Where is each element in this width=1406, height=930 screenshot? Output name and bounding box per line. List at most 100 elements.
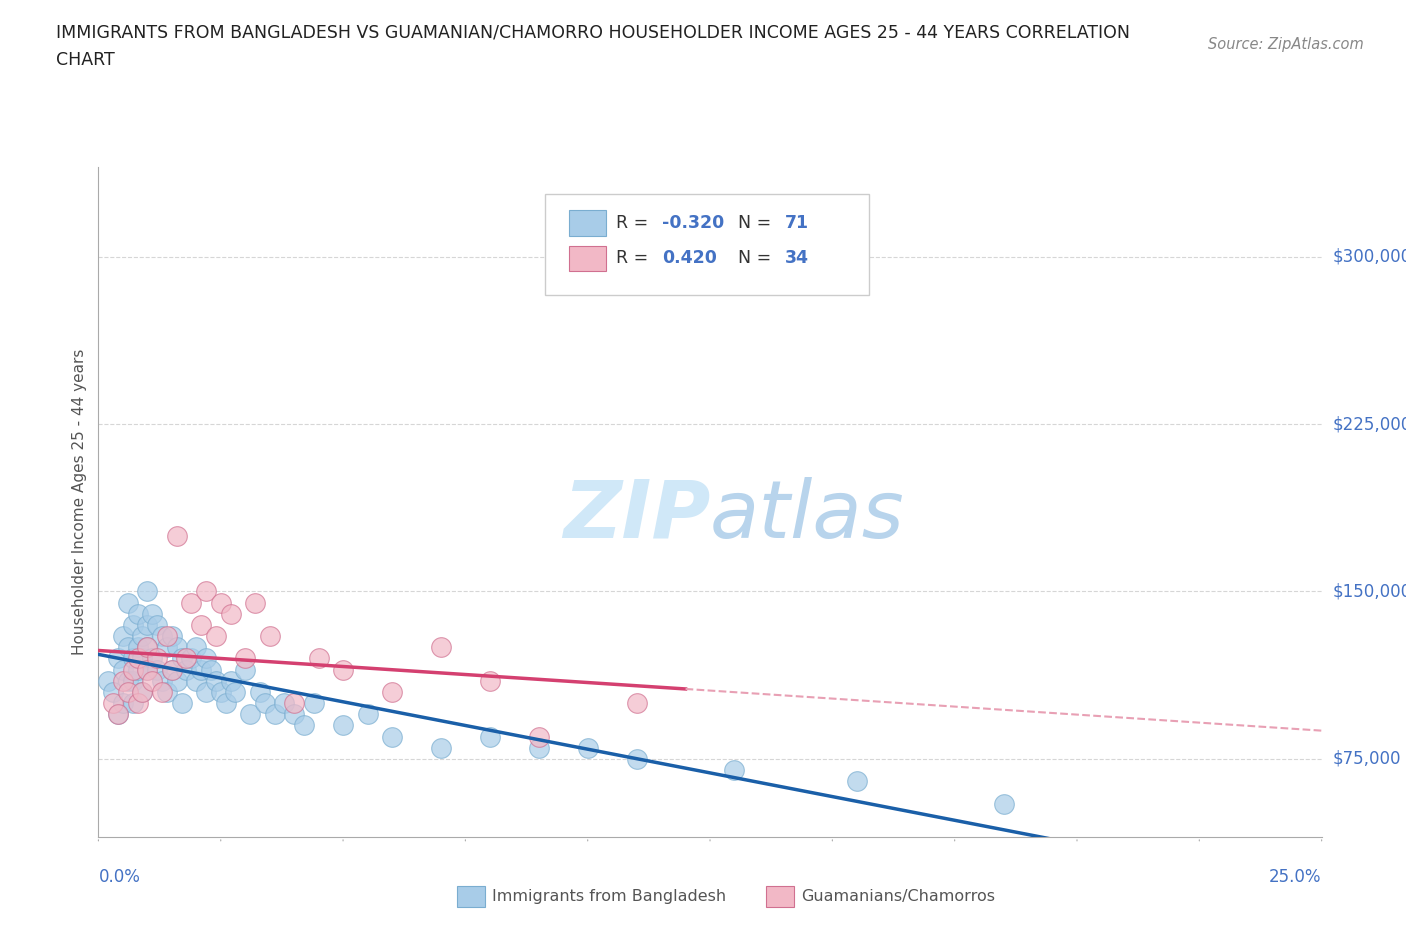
- Immigrants from Bangladesh: [121, 673, 143, 688]
- Immigrants from Bangladesh: [626, 751, 648, 766]
- Immigrants from Bangladesh: [186, 673, 208, 688]
- Immigrants from Bangladesh: [111, 629, 134, 644]
- Guamanians/Chamorros: [141, 673, 163, 688]
- Immigrants from Bangladesh: [146, 662, 169, 677]
- Guamanians/Chamorros: [166, 528, 188, 543]
- Immigrants from Bangladesh: [176, 662, 198, 677]
- Text: N =: N =: [738, 249, 778, 268]
- Immigrants from Bangladesh: [180, 651, 202, 666]
- Guamanians/Chamorros: [219, 606, 242, 621]
- Text: Source: ZipAtlas.com: Source: ZipAtlas.com: [1208, 37, 1364, 52]
- Guamanians/Chamorros: [146, 651, 169, 666]
- Guamanians/Chamorros: [190, 618, 212, 632]
- Immigrants from Bangladesh: [136, 662, 159, 677]
- Text: R =: R =: [616, 249, 654, 268]
- Immigrants from Bangladesh: [131, 684, 153, 699]
- Immigrants from Bangladesh: [224, 684, 246, 699]
- FancyBboxPatch shape: [569, 246, 606, 272]
- Immigrants from Bangladesh: [141, 606, 163, 621]
- Immigrants from Bangladesh: [101, 684, 124, 699]
- Immigrants from Bangladesh: [205, 673, 228, 688]
- Immigrants from Bangladesh: [146, 618, 169, 632]
- Immigrants from Bangladesh: [156, 684, 179, 699]
- Guamanians/Chamorros: [150, 684, 173, 699]
- Guamanians/Chamorros: [205, 629, 228, 644]
- Text: 34: 34: [785, 249, 808, 268]
- Text: 71: 71: [785, 214, 808, 232]
- Immigrants from Bangladesh: [117, 595, 139, 610]
- Guamanians/Chamorros: [127, 696, 149, 711]
- Immigrants from Bangladesh: [292, 718, 315, 733]
- Text: CHART: CHART: [56, 51, 115, 69]
- Guamanians/Chamorros: [527, 729, 550, 744]
- Immigrants from Bangladesh: [249, 684, 271, 699]
- Immigrants from Bangladesh: [239, 707, 262, 722]
- Guamanians/Chamorros: [111, 673, 134, 688]
- Immigrants from Bangladesh: [107, 651, 129, 666]
- Immigrants from Bangladesh: [332, 718, 354, 733]
- Text: $150,000: $150,000: [1333, 582, 1406, 601]
- Immigrants from Bangladesh: [121, 696, 143, 711]
- Immigrants from Bangladesh: [219, 673, 242, 688]
- Text: Guamanians/Chamorros: Guamanians/Chamorros: [801, 889, 995, 904]
- Immigrants from Bangladesh: [170, 696, 193, 711]
- Guamanians/Chamorros: [233, 651, 256, 666]
- Guamanians/Chamorros: [136, 662, 159, 677]
- Immigrants from Bangladesh: [993, 796, 1015, 811]
- Text: atlas: atlas: [710, 476, 905, 554]
- Guamanians/Chamorros: [131, 684, 153, 699]
- Guamanians/Chamorros: [626, 696, 648, 711]
- Immigrants from Bangladesh: [136, 618, 159, 632]
- Text: 25.0%: 25.0%: [1270, 868, 1322, 885]
- Immigrants from Bangladesh: [97, 673, 120, 688]
- Immigrants from Bangladesh: [127, 662, 149, 677]
- Immigrants from Bangladesh: [117, 673, 139, 688]
- Guamanians/Chamorros: [243, 595, 266, 610]
- Text: $75,000: $75,000: [1333, 750, 1402, 768]
- Immigrants from Bangladesh: [356, 707, 378, 722]
- Immigrants from Bangladesh: [121, 618, 143, 632]
- Immigrants from Bangladesh: [195, 684, 218, 699]
- Guamanians/Chamorros: [121, 662, 143, 677]
- Text: ZIP: ZIP: [562, 476, 710, 554]
- Text: IMMIGRANTS FROM BANGLADESH VS GUAMANIAN/CHAMORRO HOUSEHOLDER INCOME AGES 25 - 44: IMMIGRANTS FROM BANGLADESH VS GUAMANIAN/…: [56, 23, 1130, 41]
- Guamanians/Chamorros: [127, 651, 149, 666]
- FancyBboxPatch shape: [546, 194, 869, 295]
- FancyBboxPatch shape: [569, 210, 606, 235]
- Immigrants from Bangladesh: [136, 584, 159, 599]
- Immigrants from Bangladesh: [131, 651, 153, 666]
- Immigrants from Bangladesh: [381, 729, 404, 744]
- Guamanians/Chamorros: [101, 696, 124, 711]
- Guamanians/Chamorros: [308, 651, 330, 666]
- Guamanians/Chamorros: [176, 651, 198, 666]
- Text: Immigrants from Bangladesh: Immigrants from Bangladesh: [492, 889, 727, 904]
- Immigrants from Bangladesh: [160, 662, 183, 677]
- Immigrants from Bangladesh: [263, 707, 285, 722]
- Text: 0.420: 0.420: [662, 249, 717, 268]
- Immigrants from Bangladesh: [131, 629, 153, 644]
- Guamanians/Chamorros: [381, 684, 404, 699]
- Text: R =: R =: [616, 214, 654, 232]
- Guamanians/Chamorros: [156, 629, 179, 644]
- Immigrants from Bangladesh: [117, 640, 139, 655]
- Immigrants from Bangladesh: [527, 740, 550, 755]
- Immigrants from Bangladesh: [150, 629, 173, 644]
- Immigrants from Bangladesh: [156, 640, 179, 655]
- Immigrants from Bangladesh: [111, 662, 134, 677]
- Guamanians/Chamorros: [136, 640, 159, 655]
- Immigrants from Bangladesh: [141, 651, 163, 666]
- Guamanians/Chamorros: [283, 696, 305, 711]
- Immigrants from Bangladesh: [186, 640, 208, 655]
- Text: -0.320: -0.320: [662, 214, 724, 232]
- Immigrants from Bangladesh: [253, 696, 276, 711]
- Immigrants from Bangladesh: [576, 740, 599, 755]
- Immigrants from Bangladesh: [302, 696, 325, 711]
- Immigrants from Bangladesh: [209, 684, 232, 699]
- Guamanians/Chamorros: [160, 662, 183, 677]
- Guamanians/Chamorros: [107, 707, 129, 722]
- Immigrants from Bangladesh: [111, 696, 134, 711]
- Immigrants from Bangladesh: [127, 640, 149, 655]
- Text: 0.0%: 0.0%: [98, 868, 141, 885]
- Immigrants from Bangladesh: [160, 629, 183, 644]
- Immigrants from Bangladesh: [478, 729, 501, 744]
